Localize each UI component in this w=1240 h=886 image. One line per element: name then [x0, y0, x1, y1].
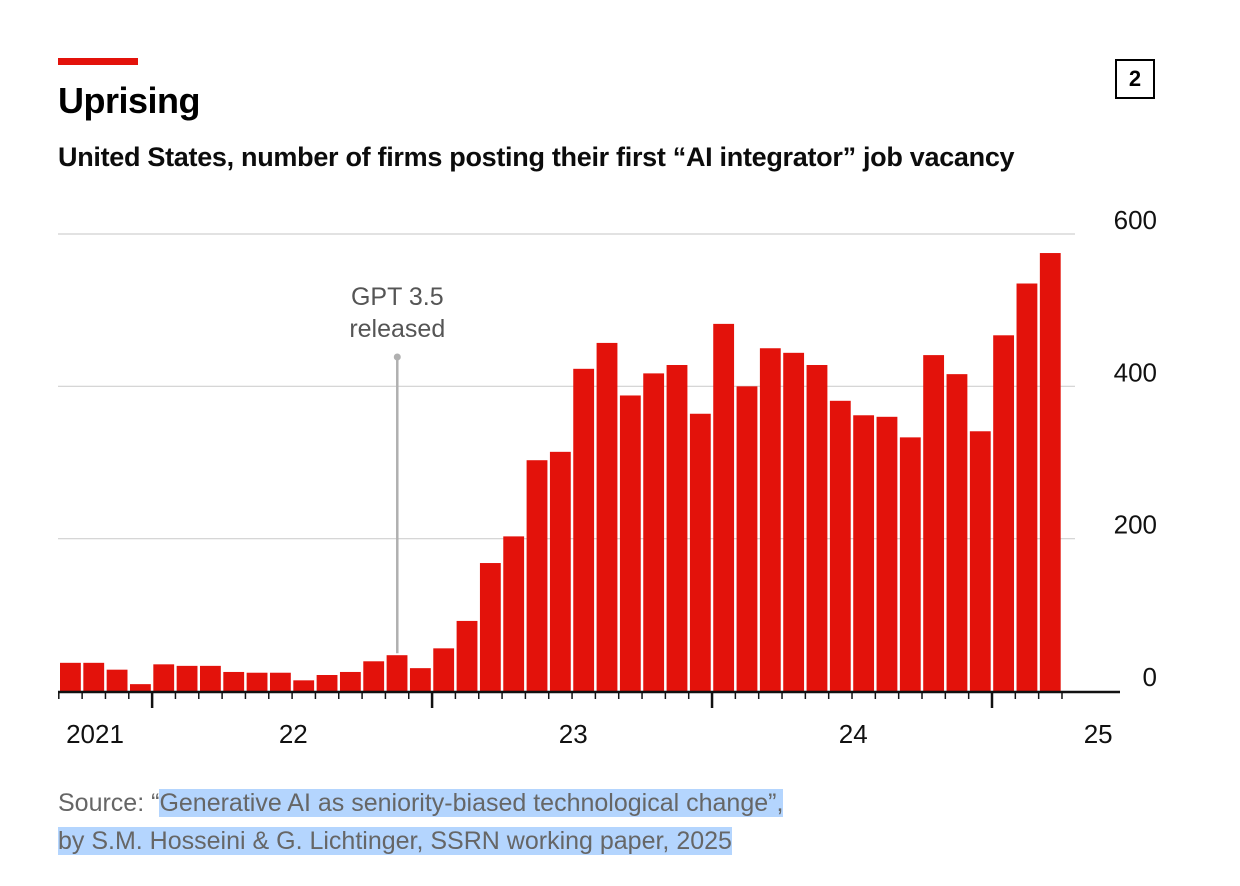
y-tick-label: 600 [1114, 205, 1157, 235]
bar-2022-10 [363, 661, 385, 691]
bar-2021-11 [106, 669, 128, 691]
source-prefix: Source: “ [58, 789, 160, 817]
bar-2021-09 [60, 662, 81, 691]
bar-2022-06 [269, 672, 291, 691]
bar-2023-04 [503, 536, 525, 691]
y-tick-label: 0 [1143, 662, 1157, 692]
bar-2023-09 [619, 395, 641, 691]
bar-2022-07 [293, 680, 315, 691]
chart-title: Uprising [58, 80, 201, 121]
source-note: Source: “Generative AI as seniority-bias… [58, 784, 784, 860]
bar-2025-01 [993, 335, 1015, 691]
x-tick-label: 2021 [66, 719, 124, 749]
bar-2024-06 [829, 400, 851, 691]
x-tick-label: 25 [1084, 719, 1113, 749]
brand-accent-bar [58, 58, 138, 65]
annotation-label-line1: GPT 3.5 [351, 283, 444, 311]
bar-2023-12 [689, 413, 711, 691]
bar-2023-08 [596, 342, 618, 691]
annotation-dot [393, 353, 401, 361]
annotation-label-line2: released [349, 315, 445, 343]
x-tick-label: 22 [279, 719, 308, 749]
bar-2021-10 [83, 662, 105, 691]
bar-2023-11 [666, 365, 688, 691]
bar-2025-03 [1039, 253, 1061, 691]
bar-2022-03 [199, 665, 221, 691]
bar-2023-06 [549, 451, 571, 691]
x-tick-label: 23 [559, 719, 588, 749]
chart-subtitle: United States, number of firms posting t… [58, 142, 1015, 172]
bar-2022-11 [386, 655, 408, 691]
chart-number-badge: 2 [1115, 59, 1155, 99]
bar-2024-09 [899, 437, 921, 691]
y-tick-label: 400 [1114, 357, 1157, 387]
bar-2024-12 [969, 431, 991, 691]
bar-2023-07 [573, 368, 595, 691]
bar-2023-02 [456, 620, 478, 691]
bar-2024-10 [923, 355, 945, 691]
bar-2021-12 [129, 684, 151, 691]
bar-2023-01 [433, 648, 455, 691]
source-line2: by S.M. Hosseini & G. Lichtinger, SSRN w… [58, 827, 732, 855]
bar-2023-03 [479, 563, 501, 691]
bar-2022-12 [409, 668, 431, 691]
bar-2024-03 [759, 348, 781, 691]
bar-2022-02 [176, 665, 198, 691]
x-tick-label: 24 [839, 719, 868, 749]
bar-2024-04 [783, 352, 805, 691]
bar-2023-10 [643, 373, 665, 691]
bar-2022-05 [246, 672, 268, 691]
bar-2024-01 [713, 323, 735, 691]
bar-2024-02 [736, 386, 758, 691]
source-line1: Generative AI as seniority-biased techno… [159, 789, 784, 817]
bar-2024-11 [946, 374, 968, 691]
bar-2024-05 [806, 365, 828, 691]
bar-2024-08 [876, 416, 898, 691]
bar-2022-09 [339, 671, 361, 691]
bar-2023-05 [526, 460, 548, 691]
y-tick-label: 200 [1114, 510, 1157, 540]
bar-2025-02 [1016, 283, 1038, 691]
bar-2022-08 [316, 675, 338, 691]
bar-2022-01 [153, 664, 175, 691]
bar-2024-07 [853, 415, 875, 691]
bar-2022-04 [223, 671, 245, 691]
